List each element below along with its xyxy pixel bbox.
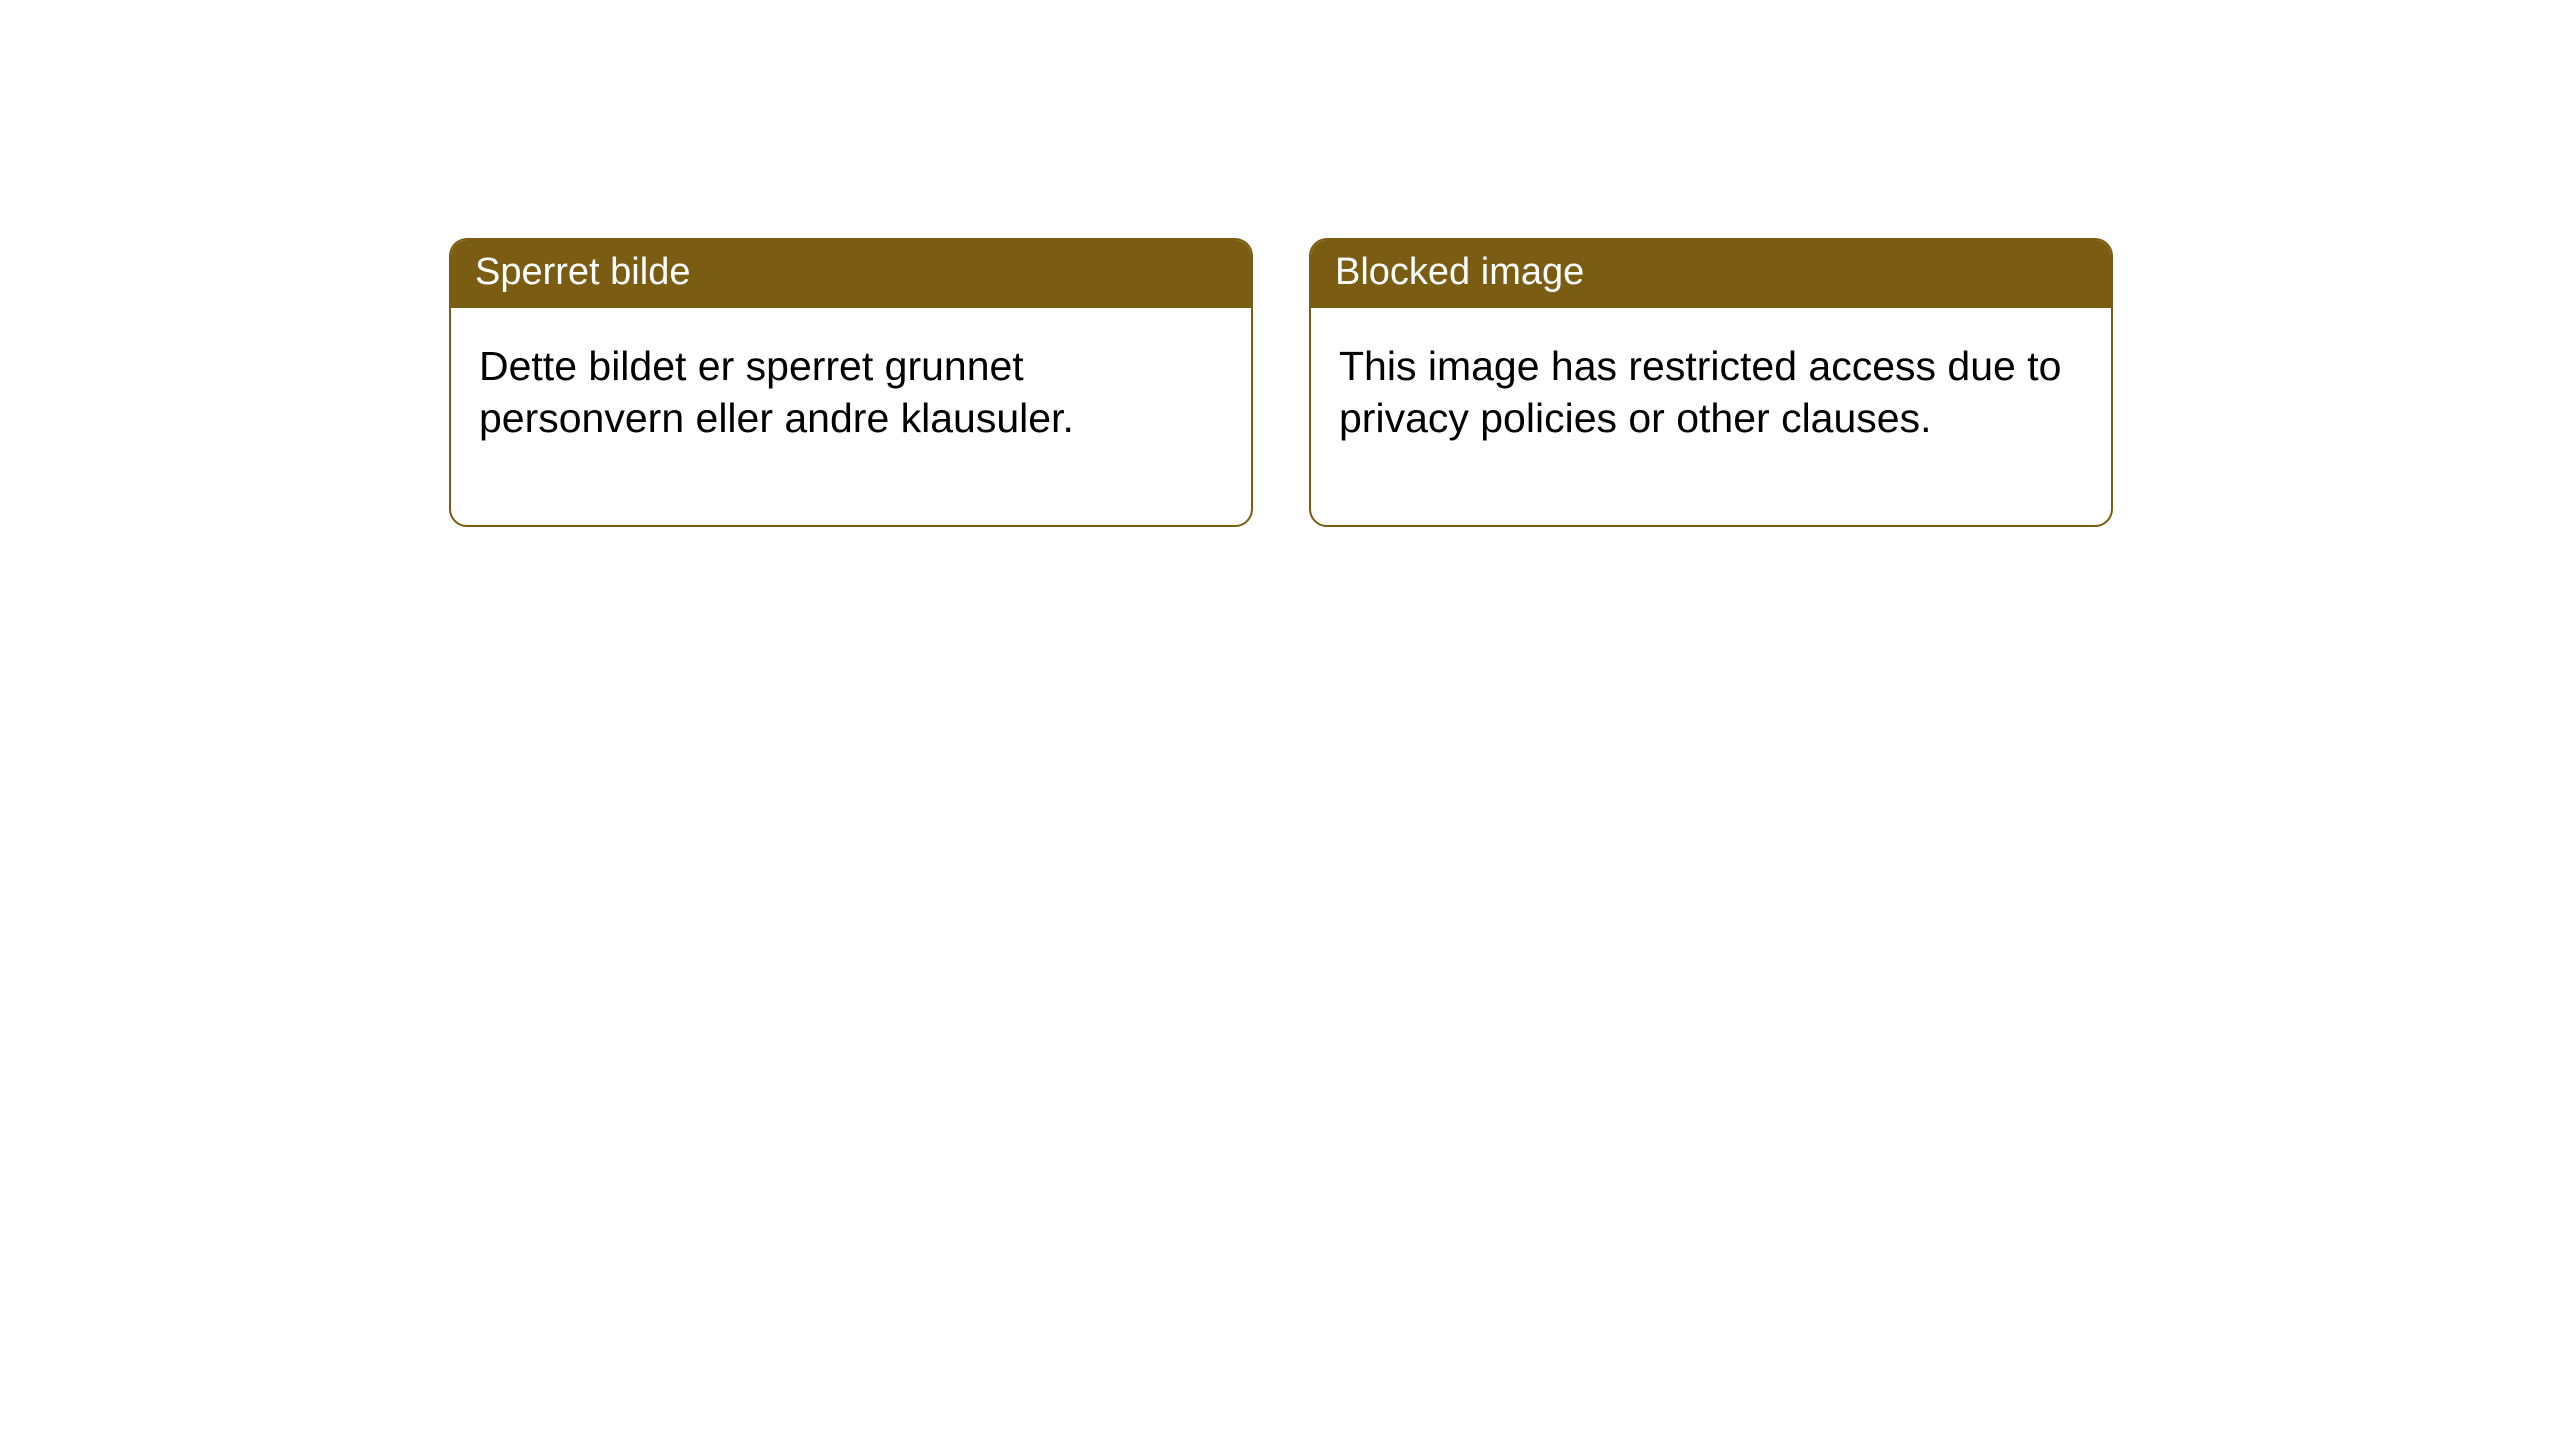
notice-card-title: Blocked image	[1311, 240, 2111, 308]
notice-card-body: Dette bildet er sperret grunnet personve…	[451, 308, 1251, 525]
notice-cards-container: Sperret bilde Dette bildet er sperret gr…	[449, 238, 2113, 527]
notice-card-norwegian: Sperret bilde Dette bildet er sperret gr…	[449, 238, 1253, 527]
notice-card-title: Sperret bilde	[451, 240, 1251, 308]
notice-card-body: This image has restricted access due to …	[1311, 308, 2111, 525]
notice-card-english: Blocked image This image has restricted …	[1309, 238, 2113, 527]
